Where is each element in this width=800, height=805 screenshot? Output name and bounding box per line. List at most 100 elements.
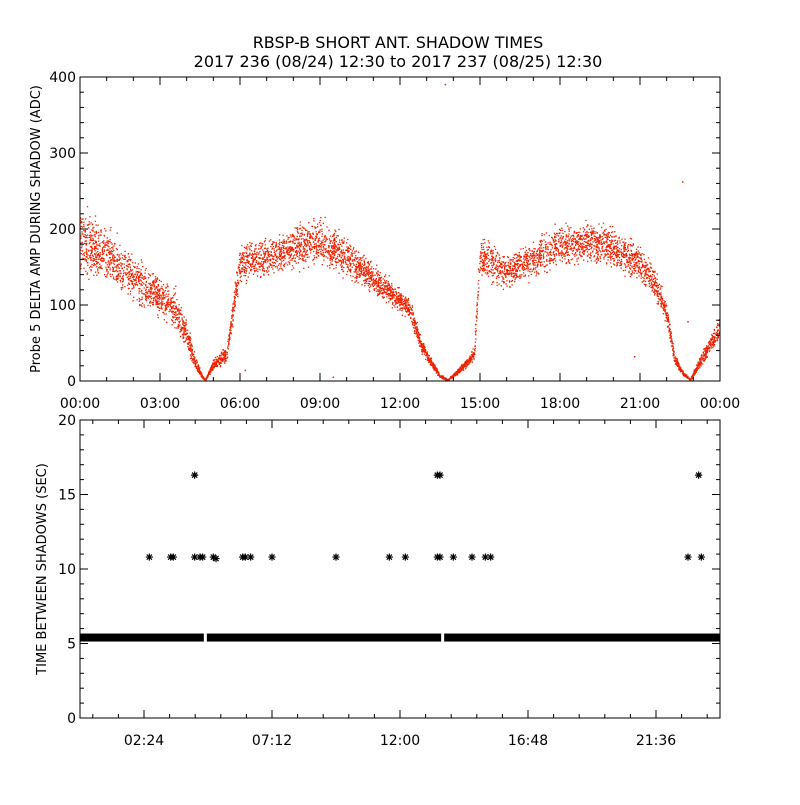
amplitude-point [242,253,244,256]
amplitude-point [250,257,253,259]
amplitude-point [351,250,354,252]
amplitude-point [434,365,436,368]
amplitude-point [574,238,576,241]
amplitude-point [281,256,283,258]
amplitude-point [219,366,222,368]
amplitude-point [123,266,126,269]
amplitude-point [517,263,519,265]
amplitude-point [529,256,531,259]
amplitude-point [109,257,111,259]
amplitude-point [113,258,115,260]
amplitude-point [389,286,391,288]
amplitude-point [265,261,267,263]
amplitude-point [264,253,267,255]
amplitude-point [654,277,656,279]
amplitude-point [293,260,295,262]
amplitude-point [97,254,99,256]
amplitude-point [262,251,265,253]
amplitude-point [133,285,135,287]
amplitude-point [225,351,227,353]
amplitude-point [473,355,475,357]
amplitude-point [629,264,631,266]
amplitude-point [187,339,190,341]
amplitude-point [350,275,352,277]
amplitude-point [571,243,574,245]
amplitude-point [300,241,302,244]
amplitude-point [111,246,113,249]
amplitude-point [337,253,339,256]
amplitude-point [652,289,654,291]
amplitude-point [313,263,315,265]
amplitude-point [174,302,176,304]
amplitude-point [357,264,360,266]
amplitude-point [290,249,292,252]
amplitude-point [259,276,262,279]
amplitude-point [623,246,626,249]
amplitude-point [365,266,368,268]
amplitude-point [267,274,270,276]
amplitude-point [296,244,298,246]
amplitude-point [483,269,486,271]
amplitude-point [494,267,496,270]
amplitude-point [415,333,417,335]
amplitude-point [295,238,297,241]
amplitude-point [650,284,652,287]
amplitude-point [610,259,612,261]
amplitude-point [524,254,526,256]
amplitude-point [201,373,203,375]
amplitude-point [608,236,611,239]
amplitude-point [581,245,584,248]
amplitude-point [325,236,327,238]
amplitude-point [492,259,494,261]
amplitude-point [534,264,536,266]
amplitude-point [628,272,630,274]
amplitude-point [349,257,352,260]
amplitude-point [234,304,236,306]
amplitude-point [512,259,514,261]
amplitude-point [145,291,147,293]
amplitude-point [579,228,582,230]
amplitude-point [623,254,625,257]
amplitude-point [145,295,147,298]
amplitude-point [158,295,161,298]
amplitude-point [279,255,282,257]
amplitude-point [248,267,250,269]
amplitude-point [598,223,600,225]
amplitude-point [131,253,133,255]
amplitude-point [409,312,412,315]
amplitude-point [635,264,637,266]
amplitude-point [122,284,124,286]
amplitude-point [617,249,619,252]
amplitude-point [660,294,662,296]
amplitude-point [200,372,203,374]
amplitude-point [319,243,322,245]
amplitude-point [362,274,364,276]
amplitude-point [651,280,653,282]
amplitude-point [636,252,639,255]
amplitude-point [315,231,317,233]
amplitude-point [112,248,114,250]
amplitude-point [497,261,499,264]
amplitude-point [667,316,670,318]
amplitude-point [523,275,525,277]
amplitude-point [632,244,634,246]
amplitude-point [267,254,269,257]
amplitude-point [149,284,152,287]
amplitude-point [525,258,527,260]
amplitude-point [273,272,275,274]
amplitude-point [193,358,195,361]
amplitude-point [320,246,322,248]
amplitude-point [509,263,512,265]
amplitude-point [291,248,293,251]
amplitude-point [165,296,167,298]
amplitude-point [83,242,86,245]
amplitude-point [270,243,273,246]
amplitude-point [370,268,373,270]
amplitude-point [544,251,546,253]
amplitude-point [563,253,566,255]
amplitude-point [96,260,98,263]
amplitude-point [97,268,99,270]
amplitude-point [185,323,187,325]
amplitude-point [657,302,660,304]
amplitude-point [497,253,499,255]
